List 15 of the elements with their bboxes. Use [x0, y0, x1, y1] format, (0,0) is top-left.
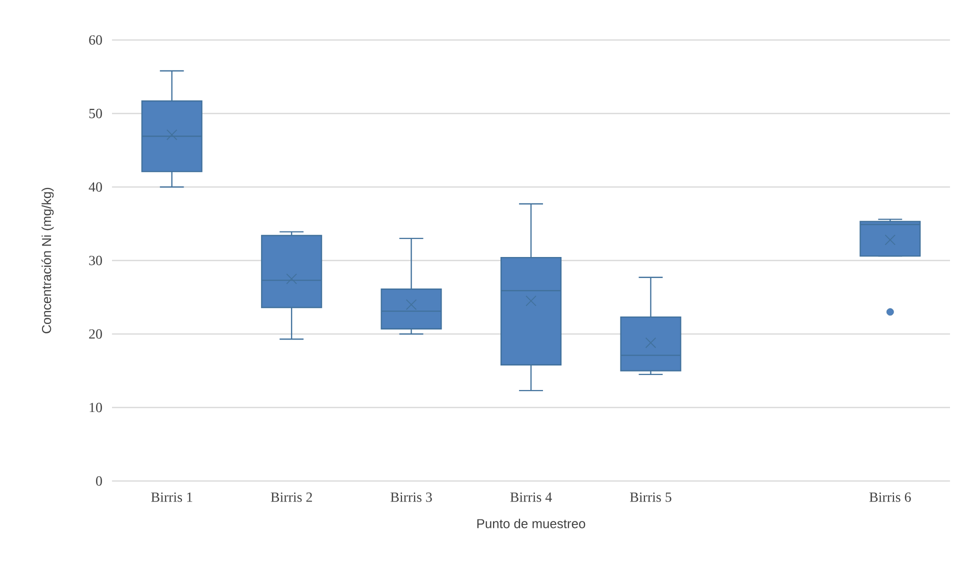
y-tick-label: 60: [89, 35, 102, 45]
y-axis-title: Concentración Ni (mg/kg): [41, 188, 54, 334]
y-tick-label: 30: [89, 256, 102, 266]
y-tick-label: 10: [90, 402, 102, 412]
x-tick-label: Birris 4: [510, 492, 552, 502]
x-tick-label: Birris 2: [270, 492, 312, 502]
x-tick-label: Birris 5: [630, 492, 672, 502]
x-tick-label: Birris 3: [390, 492, 432, 502]
y-tick-label: 50: [89, 108, 102, 118]
x-axis-title: Punto de muestreo: [477, 518, 586, 528]
x-tick-label: Birris 6: [869, 492, 911, 502]
y-tick-label: 20: [89, 329, 102, 339]
y-tick-label: 0: [96, 476, 102, 486]
x-tick-label: Birris 1: [151, 492, 192, 502]
y-tick-label: 40: [88, 182, 102, 192]
